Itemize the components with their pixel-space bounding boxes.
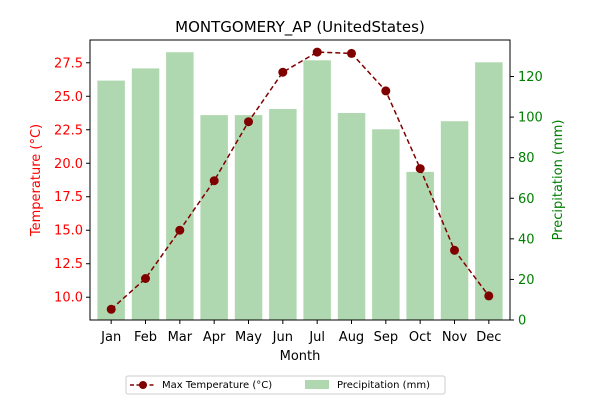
y-left-tick-label: 20.0 [54,157,83,172]
y-right-tick-label: 0 [518,314,526,329]
precip-bar-aug [337,113,366,320]
x-tick-label: Aug [339,330,364,345]
precip-bar-dec [475,62,503,321]
y-right-tick-label: 40 [518,232,535,247]
precip-bar-oct [406,171,434,320]
x-tick-label: Jul [308,330,325,345]
y-right-tick-label: 80 [518,151,535,166]
y-right-tick-label: 120 [518,70,543,85]
precip-bar-jun [269,109,297,320]
x-tick-label: Nov [442,330,468,345]
y-left-tick-label: 27.5 [54,56,83,71]
x-tick-label: Feb [134,330,157,345]
chart-title: MONTGOMERY_AP (UnitedStates) [175,18,425,37]
x-tick-label: Jan [100,330,121,345]
precip-bar-jul [303,60,331,321]
temperature-point-aug [347,48,356,58]
legend-box [125,375,446,395]
legend-marker-swatch [139,381,147,389]
x-tick-label: Oct [409,330,431,345]
legend-bar-swatch [305,380,329,389]
precip-bar-may [234,115,263,320]
temperature-point-jan [106,304,116,314]
precip-bar-sep [372,129,400,320]
y-left-tick-label: 10.0 [54,291,83,306]
line-layer [106,47,494,314]
y-right-tick-label: 100 [518,111,543,126]
temperature-point-jun [278,67,288,77]
y-left-tick-label: 12.5 [54,257,83,272]
x-axis-label: Month [280,349,321,364]
temperature-point-dec [484,291,494,301]
y-left-tick-label: 22.5 [54,123,83,138]
x-tick-label: Jun [272,330,293,345]
temperature-point-oct [415,164,425,174]
plot-frame [89,39,511,321]
temperature-point-jul [312,47,322,57]
legend-bar-label: Precipitation (mm) [337,380,430,391]
temperature-point-may [244,117,253,127]
precip-bar-mar [166,52,194,320]
y-left-tick-label: 17.5 [54,190,83,205]
precip-bar-apr [200,115,228,320]
y-axis-right-label: Precipitation (mm) [551,120,566,241]
temperature-point-nov [450,245,459,255]
temperature-line [110,51,490,310]
temperature-point-sep [381,86,391,96]
temperature-point-feb [141,274,150,283]
y-left-tick-label: 15.0 [54,224,83,239]
y-axis-left: 10.0 12.5 15.0 17.5 20.0 22.5 25.0 27.5 [54,56,90,306]
y-right-tick-label: 20 [518,273,535,288]
y-axis-right: 0 20 40 60 80 100 120 [510,70,543,329]
temperature-point-mar [175,225,185,235]
legend: Max Temperature (°C) Precipitation (mm) [125,375,446,395]
y-left-tick-label: 25.0 [54,90,83,105]
y-axis-left-label: Temperature (°C) [29,124,44,237]
precip-bar-nov [440,121,469,320]
x-tick-label: Apr [203,330,226,345]
legend-line-label: Max Temperature (°C) [162,380,272,391]
bars-layer [97,52,503,321]
precip-bar-jan [97,80,125,320]
x-tick-label: Mar [168,330,193,345]
temperature-point-apr [209,176,219,186]
x-tick-label: May [235,330,262,345]
y-right-tick-label: 60 [518,192,535,207]
x-tick-label: Dec [476,330,501,345]
x-axis: Jan Feb Mar Apr May Jun Jul Aug Sep Oct Nov Dec [100,320,501,345]
x-tick-label: Sep [374,330,399,345]
